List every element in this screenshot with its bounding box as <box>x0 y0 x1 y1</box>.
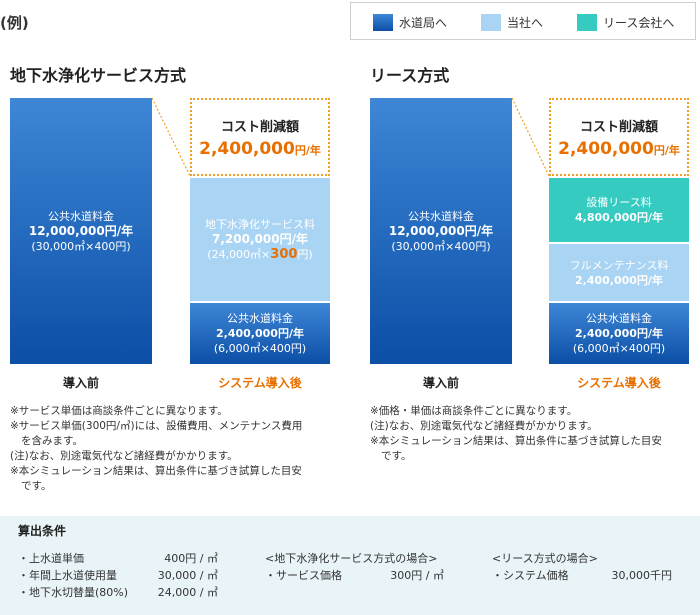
right-savings-box: コスト削減額 2,400,000円/年 <box>549 98 689 176</box>
savings-value: 2,400,000 <box>199 138 295 159</box>
note-line: (注)なお、別途電気代など諸経費がかかります。 <box>370 420 598 432</box>
bar-label: 公共水道料金 <box>586 312 652 325</box>
condition-label: ・上水道単価 <box>18 552 84 565</box>
right-maintenance-fee-bar: フルメンテナンス料 2,400,000円/年 <box>549 244 689 301</box>
legend-label: 水道局へ <box>399 15 448 30</box>
right-connector-line <box>511 97 550 177</box>
calculation-conditions-panel: 算出条件 ・上水道単価 400円 / ㎥ ・年間上水道使用量 30,000 / … <box>0 516 700 615</box>
condition-value: 400円 / ㎥ <box>164 552 218 565</box>
legend-swatch-light-blue <box>481 13 501 31</box>
bar-label: 公共水道料金 <box>227 312 293 325</box>
right-before-caption: 導入前 <box>422 376 459 390</box>
bar-amount: 7,200,000円/年 <box>212 232 308 246</box>
condition-label: ・年間上水道使用量 <box>18 569 117 582</box>
left-after-caption: システム導入後 <box>218 376 302 390</box>
bar-amount: 2,400,000円/年 <box>575 327 663 340</box>
legend-swatch-navy <box>373 13 393 31</box>
bar-label: 地下水浄化サービス料 <box>205 218 315 231</box>
connector-lines <box>151 97 550 177</box>
note-line: ※本シミュレーション結果は、算出条件に基づき試算した目安 <box>370 435 662 447</box>
bar-label: 公共水道料金 <box>408 209 474 223</box>
bar-formula: (30,000㎥×400円) <box>31 239 131 253</box>
legend-item-lease-company: リース会社へ <box>577 13 674 31</box>
conditions-title: 算出条件 <box>18 524 67 538</box>
savings-title: コスト削減額 <box>220 119 299 135</box>
note-line: ※本シミュレーション結果は、算出条件に基づき試算した目安 <box>10 465 302 477</box>
right-before-bar: 公共水道料金 12,000,000円/年 (30,000㎥×400円) <box>370 98 512 364</box>
lease-case-heading: <リース方式の場合> <box>492 552 598 565</box>
example-label: (例) <box>0 14 29 32</box>
bar-amount: 12,000,000円/年 <box>28 223 134 238</box>
left-service-fee-bar: 地下水浄化サービス料 7,200,000円/年 (24,000㎥×300円) <box>190 178 330 301</box>
note-line: (注)なお、別途電気代など諸経費がかかります。 <box>10 450 238 462</box>
note-line: ※サービス単価は商談条件ごとに異なります。 <box>10 405 228 417</box>
left-before-caption: 導入前 <box>62 376 99 390</box>
legend-item-water-bureau: 水道局へ <box>373 13 447 31</box>
bar-amount: 2,400,000円/年 <box>216 327 304 340</box>
left-savings-box: コスト削減額 2,400,000円/年 <box>190 98 330 176</box>
condition-value: 30,000 / ㎥ <box>157 569 218 582</box>
left-section-title: 地下水浄化サービス方式 <box>10 66 187 85</box>
note-line: ※価格・単価は商談条件ごとに異なります。 <box>370 405 578 417</box>
lease-case-value: 30,000千円 <box>611 569 673 582</box>
right-notes: ※価格・単価は商談条件ごとに異なります。 (注)なお、別途電気代など諸経費がかか… <box>370 404 662 464</box>
lease-case-label: ・システム価格 <box>492 569 569 582</box>
legend-label: リース会社へ <box>603 15 675 30</box>
savings-value: 2,400,000 <box>558 138 654 159</box>
legend-swatch-teal <box>577 13 597 31</box>
condition-label: ・地下水切替量(80%) <box>18 586 129 599</box>
left-before-bar: 公共水道料金 12,000,000円/年 (30,000㎥×400円) <box>10 98 152 364</box>
left-notes: ※サービス単価は商談条件ごとに異なります。 ※サービス単価(300円/㎥)には、… <box>10 404 302 494</box>
bar-formula-end: 円) <box>297 248 313 261</box>
service-case-heading: <地下水浄化サービス方式の場合> <box>265 552 438 565</box>
note-line: です。 <box>21 480 52 492</box>
bar-label: 設備リース料 <box>586 196 652 209</box>
right-section-title: リース方式 <box>370 66 450 85</box>
bar-amount: 2,400,000円/年 <box>575 273 663 287</box>
right-after-caption: システム導入後 <box>577 376 661 390</box>
left-connector-line <box>151 97 191 177</box>
savings-title: コスト削減額 <box>579 119 658 135</box>
left-public-water-bar: 公共水道料金 2,400,000円/年 (6,000㎥×400円) <box>190 303 330 364</box>
bar-formula: (6,000㎥×400円) <box>572 342 666 355</box>
bar-label: 公共水道料金 <box>48 209 114 223</box>
note-line: ※サービス単価(300円/㎥)には、設備費用、メンテナンス費用 <box>10 420 303 432</box>
service-case-label: ・サービス価格 <box>265 569 342 582</box>
bar-formula: (6,000㎥×400円) <box>213 342 307 355</box>
bar-formula-start: (24,000㎥× <box>207 248 271 261</box>
condition-value: 24,000 / ㎥ <box>157 586 218 599</box>
bar-formula: (30,000㎥×400円) <box>391 239 491 253</box>
note-line: を含みます。 <box>21 435 83 447</box>
legend: 水道局へ 当社へ リース会社へ <box>350 2 696 40</box>
bar-label: フルメンテナンス料 <box>569 258 669 272</box>
legend-label: 当社へ <box>507 15 544 30</box>
service-case-value: 300円 / ㎥ <box>390 569 444 582</box>
bar-amount: 4,800,000円/年 <box>575 211 663 224</box>
service-unit-price: 300 <box>270 247 298 262</box>
right-public-water-bar: 公共水道料金 2,400,000円/年 (6,000㎥×400円) <box>549 303 689 364</box>
legend-item-company: 当社へ <box>481 13 543 31</box>
note-line: です。 <box>381 450 412 462</box>
right-lease-fee-bar: 設備リース料 4,800,000円/年 <box>549 178 689 242</box>
savings-unit: 円/年 <box>294 143 321 157</box>
bar-amount: 12,000,000円/年 <box>388 223 494 238</box>
savings-unit: 円/年 <box>653 143 680 157</box>
